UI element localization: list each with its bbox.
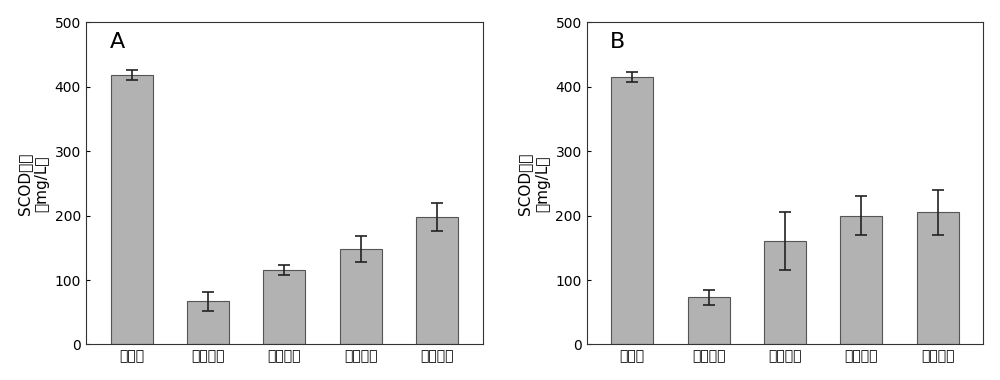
Bar: [187, 301, 229, 345]
Bar: [764, 241, 806, 345]
Bar: [611, 77, 653, 345]
Bar: [263, 270, 305, 345]
Text: B: B: [610, 32, 626, 52]
Y-axis label: SCOD浓度
（mg/L）: SCOD浓度 （mg/L）: [517, 152, 550, 214]
Bar: [688, 298, 730, 345]
Text: A: A: [110, 32, 125, 52]
Bar: [340, 249, 382, 345]
Bar: [917, 212, 959, 345]
Bar: [840, 215, 882, 345]
Y-axis label: SCOD浓度
（mg/L）: SCOD浓度 （mg/L）: [17, 152, 49, 214]
Bar: [111, 75, 153, 345]
Bar: [416, 217, 458, 345]
